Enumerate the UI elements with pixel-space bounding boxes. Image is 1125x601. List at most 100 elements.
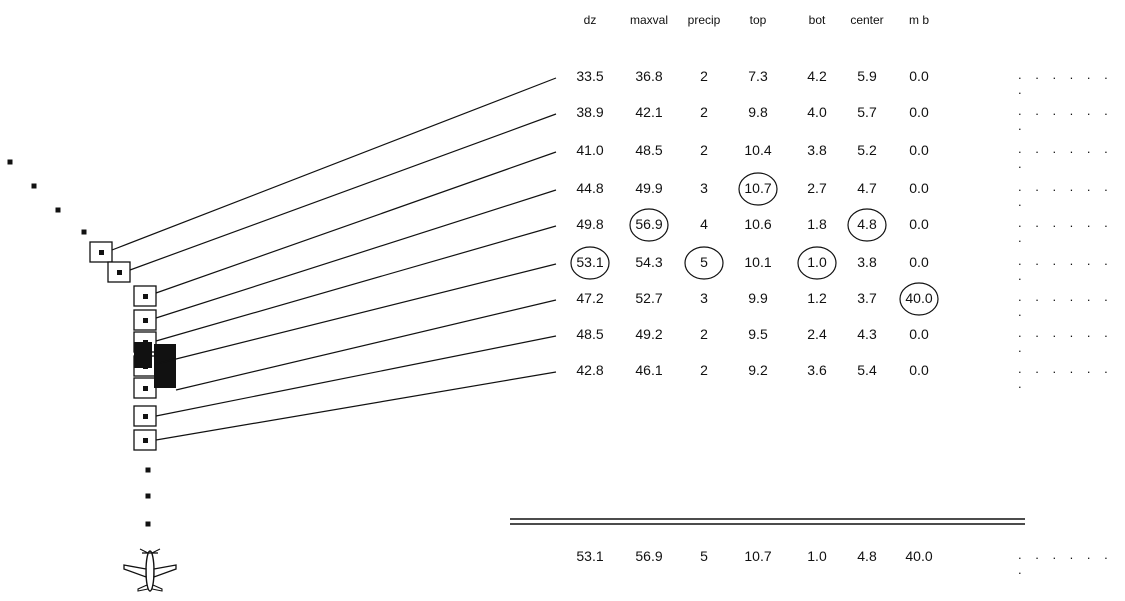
track-dot-icon bbox=[117, 270, 122, 275]
table-cell: 2.7 bbox=[807, 180, 827, 196]
row-trail: . . . . . . . bbox=[1018, 103, 1113, 133]
max-circle bbox=[899, 282, 939, 316]
leader-line bbox=[129, 113, 557, 271]
table-cell: 3.6 bbox=[807, 362, 827, 378]
table-cell: 3.7 bbox=[857, 290, 877, 306]
row-trail: . . . . . . . bbox=[1018, 361, 1113, 391]
table-cell: 10.7 bbox=[744, 548, 772, 564]
table-cell: 9.2 bbox=[748, 362, 768, 378]
column-header: maxval bbox=[629, 13, 668, 27]
max-circle bbox=[738, 172, 778, 206]
table-cell: 4.2 bbox=[807, 68, 827, 84]
table-cell: 48.5 bbox=[576, 326, 604, 342]
table-cell: 48.5 bbox=[635, 142, 663, 158]
table-cell: 4.3 bbox=[857, 326, 877, 342]
table-cell: 38.9 bbox=[576, 104, 604, 120]
leader-line bbox=[175, 299, 557, 391]
flight-track bbox=[7, 159, 151, 527]
row-trail: . . . . . . . bbox=[1018, 253, 1113, 283]
column-header: bot bbox=[808, 13, 826, 27]
track-dot-icon bbox=[31, 183, 37, 189]
table-cell: 0.0 bbox=[909, 326, 929, 342]
leader-line bbox=[155, 335, 557, 417]
table-cell: 4 bbox=[700, 216, 708, 232]
table-cell: 2 bbox=[700, 68, 708, 84]
row-trail: . . . . . . . bbox=[1018, 289, 1113, 319]
column-header: dz bbox=[583, 13, 597, 27]
table-cell: 52.7 bbox=[635, 290, 663, 306]
table-cell: 3.8 bbox=[857, 254, 877, 270]
leader-line bbox=[111, 77, 557, 251]
track-dot-icon bbox=[143, 438, 148, 443]
table-cell: 3 bbox=[700, 290, 708, 306]
track-dot-icon bbox=[145, 467, 151, 473]
table-cell: 40.0 bbox=[905, 290, 933, 306]
table-cell: 5 bbox=[700, 254, 708, 270]
table-cell: 0.0 bbox=[909, 362, 929, 378]
filled-core-icon bbox=[154, 344, 176, 388]
maximum-value-circles bbox=[570, 172, 939, 316]
row-trail: . . . . . . . bbox=[1018, 141, 1113, 171]
table-cell: 49.9 bbox=[635, 180, 663, 196]
table-cell: 54.3 bbox=[635, 254, 663, 270]
leader-line bbox=[155, 371, 557, 441]
table-cell: 10.6 bbox=[744, 216, 772, 232]
table-cell: 4.0 bbox=[807, 104, 827, 120]
track-dot-icon bbox=[55, 207, 61, 213]
max-circle bbox=[570, 246, 610, 280]
row-trail: . . . . . . . bbox=[1018, 67, 1113, 97]
table-cell: 40.0 bbox=[905, 548, 933, 564]
column-header: center bbox=[850, 13, 884, 27]
track-dot-icon bbox=[7, 159, 13, 165]
aircraft-icon bbox=[123, 548, 177, 592]
leader-line bbox=[155, 189, 557, 319]
table-cell: 2 bbox=[700, 142, 708, 158]
table-cell: 56.9 bbox=[635, 548, 663, 564]
summary-divider bbox=[510, 518, 1025, 525]
track-dot-icon bbox=[143, 318, 148, 323]
table-cell: 9.9 bbox=[748, 290, 768, 306]
table-cell: 47.2 bbox=[576, 290, 604, 306]
table-cell: 7.3 bbox=[748, 68, 768, 84]
table-cell: 0.0 bbox=[909, 68, 929, 84]
table-cell: 9.8 bbox=[748, 104, 768, 120]
max-circle bbox=[847, 208, 887, 242]
table-cell: 4.8 bbox=[857, 216, 877, 232]
table-cell: 5.2 bbox=[857, 142, 877, 158]
row-trail: . . . . . . . bbox=[1018, 547, 1113, 577]
table-cell: 41.0 bbox=[576, 142, 604, 158]
table-cell: 9.5 bbox=[748, 326, 768, 342]
table-cell: 42.1 bbox=[635, 104, 663, 120]
table-cell: 56.9 bbox=[635, 216, 663, 232]
track-dot-icon bbox=[143, 386, 148, 391]
column-header: m b bbox=[908, 13, 929, 27]
table-cell: 33.5 bbox=[576, 68, 604, 84]
table-cell: 0.0 bbox=[909, 216, 929, 232]
track-dot-icon bbox=[143, 294, 148, 299]
leader-line bbox=[155, 151, 557, 294]
table-cell: 0.0 bbox=[909, 254, 929, 270]
table-cell: 42.8 bbox=[576, 362, 604, 378]
table-cell: 4.7 bbox=[857, 180, 877, 196]
row-trail: . . . . . . . bbox=[1018, 215, 1113, 245]
table-cell: 2 bbox=[700, 362, 708, 378]
table-cell: 4.8 bbox=[857, 548, 877, 564]
table-cell: 1.0 bbox=[807, 254, 827, 270]
table-cell: 0.0 bbox=[909, 104, 929, 120]
row-trail: . . . . . . . bbox=[1018, 325, 1113, 355]
row-trail: . . . . . . . bbox=[1018, 179, 1113, 209]
track-dot-icon bbox=[81, 229, 87, 235]
leader-lines bbox=[111, 77, 557, 441]
table-cell: 3 bbox=[700, 180, 708, 196]
leader-line bbox=[155, 263, 557, 365]
range-gates bbox=[89, 241, 176, 451]
track-dot-icon bbox=[99, 250, 104, 255]
table-cell: 10.1 bbox=[744, 254, 772, 270]
table-cell: 5.9 bbox=[857, 68, 877, 84]
table-cell: 0.0 bbox=[909, 180, 929, 196]
leader-line bbox=[155, 225, 557, 342]
table-cell: 1.8 bbox=[807, 216, 827, 232]
table-cell: 0.0 bbox=[909, 142, 929, 158]
track-dot-icon bbox=[145, 493, 151, 499]
